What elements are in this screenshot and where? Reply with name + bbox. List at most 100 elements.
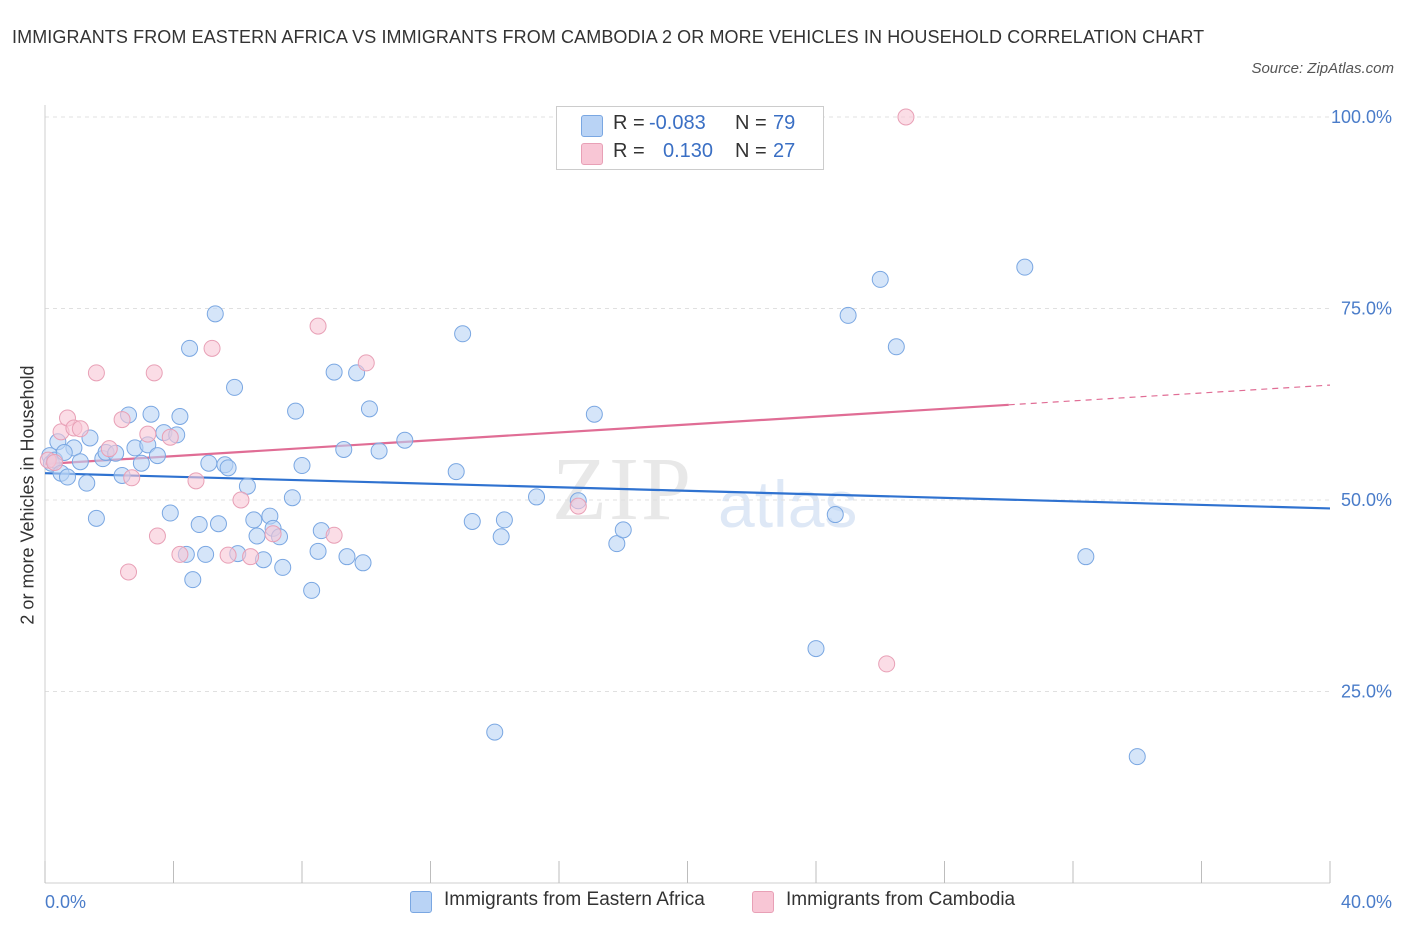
data-point-eastern-africa [396,431,414,449]
data-point-eastern-africa [184,571,202,589]
data-point-eastern-africa [309,542,327,560]
data-point-eastern-africa [839,306,857,324]
legend-swatch-blue [581,115,603,137]
grid-lines [45,116,1330,692]
data-point-cambodia [120,563,138,581]
data-point-eastern-africa [209,515,227,533]
legend-r-value: 0.130 [663,140,714,162]
data-point-eastern-africa [608,535,626,553]
data-point-cambodia [357,354,375,372]
legend-swatch-pink [581,143,603,165]
y-tick-label: 50.0% [1341,490,1392,510]
trend-line [44,472,1331,510]
data-point-cambodia [897,108,915,126]
data-point-eastern-africa [871,270,889,288]
x-tick-label: 0.0% [45,892,86,912]
legend-r-label: R = [613,112,645,134]
correlation-legend: R = -0.083 N = 79 R = 0.130 N = 27 [556,106,824,170]
data-point-cambodia [232,491,250,509]
data-points [39,108,1146,766]
data-point-eastern-africa [181,339,199,357]
data-point-eastern-africa [338,548,356,566]
data-point-cambodia [203,339,221,357]
data-point-cambodia [87,364,105,382]
data-point-eastern-africa [171,408,189,426]
chart-title: IMMIGRANTS FROM EASTERN AFRICA VS IMMIGR… [12,27,1205,47]
data-point-eastern-africa [370,442,388,460]
data-point-cambodia [139,425,157,443]
data-point-eastern-africa [354,554,372,572]
legend-label: Immigrants from Eastern Africa [444,889,705,910]
data-point-eastern-africa [238,477,256,495]
data-point-eastern-africa [528,488,546,506]
legend-n-value: 27 [773,140,796,162]
legend-swatch-pink [752,891,774,913]
data-point-eastern-africa [226,378,244,396]
data-point-cambodia [161,428,179,446]
data-point-cambodia [264,525,282,543]
tick-labels: 100.0% 75.0% 50.0% 25.0% 0.0% 40.0% [45,107,1392,912]
axes [44,105,1331,884]
data-point-cambodia [123,469,141,487]
data-point-cambodia [171,545,189,563]
data-point-eastern-africa [360,400,378,418]
x-tick-label: 40.0% [1341,892,1392,912]
data-point-cambodia [325,526,343,544]
legend-r-label: R = [613,140,645,162]
data-point-eastern-africa [325,363,343,381]
data-point-eastern-africa [293,457,311,475]
data-point-eastern-africa [826,506,844,524]
legend-n-label: N = [735,112,767,134]
data-point-eastern-africa [1077,548,1095,566]
data-point-eastern-africa [303,581,321,599]
data-point-eastern-africa [87,509,105,527]
data-point-eastern-africa [492,528,510,546]
data-point-cambodia [242,548,260,566]
data-point-eastern-africa [486,723,504,741]
data-point-eastern-africa [585,405,603,423]
data-point-eastern-africa [614,521,632,539]
data-point-eastern-africa [161,504,179,522]
data-point-eastern-africa [142,405,160,423]
legend-swatch-blue [410,891,432,913]
trend-line-extension [1008,384,1331,406]
trend-lines [44,384,1331,510]
y-tick-label: 75.0% [1341,299,1392,319]
data-point-cambodia [71,420,89,438]
data-point-eastern-africa [200,454,218,472]
data-point-eastern-africa [206,305,224,323]
data-point-eastern-africa [58,468,76,486]
data-point-cambodia [878,655,896,673]
data-point-eastern-africa [71,453,89,471]
legend-n-label: N = [735,140,767,162]
data-point-eastern-africa [447,463,465,481]
data-point-cambodia [569,497,587,515]
data-point-eastern-africa [463,512,481,530]
data-point-eastern-africa [190,516,208,534]
data-point-eastern-africa [274,558,292,576]
data-point-cambodia [113,411,131,429]
data-point-eastern-africa [1016,258,1034,276]
data-point-cambodia [148,527,166,545]
data-point-eastern-africa [219,459,237,477]
data-point-cambodia [46,453,64,471]
source-label: Source: ZipAtlas.com [1251,60,1394,77]
data-point-eastern-africa [495,511,513,529]
data-point-eastern-africa [132,454,150,472]
data-point-cambodia [100,440,118,458]
watermark-atlas: atlas [718,467,858,541]
data-point-eastern-africa [248,527,266,545]
data-point-eastern-africa [1128,748,1146,766]
y-tick-label: 100.0% [1331,107,1392,127]
data-point-cambodia [145,364,163,382]
data-point-cambodia [219,546,237,564]
trend-line [44,403,1009,466]
data-point-eastern-africa [807,640,825,658]
data-point-eastern-africa [148,447,166,465]
data-point-eastern-africa [335,440,353,458]
legend-r-value: -0.083 [649,112,706,134]
data-point-eastern-africa [287,402,305,420]
legend-label: Immigrants from Cambodia [786,889,1016,910]
data-point-eastern-africa [245,511,263,529]
